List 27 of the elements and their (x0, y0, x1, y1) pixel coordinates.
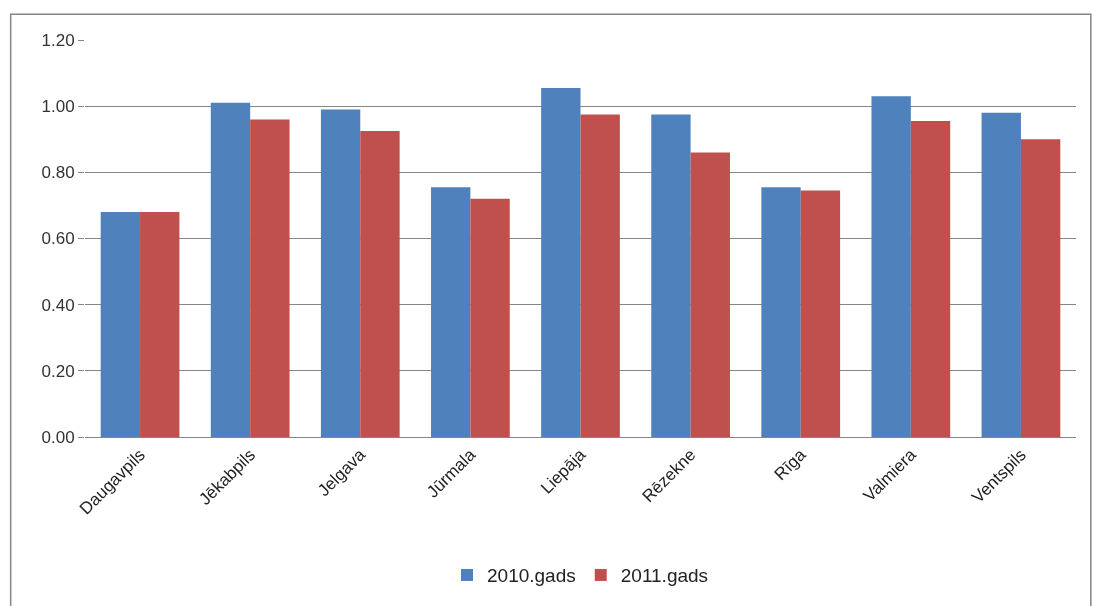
y-tick-label: 0.40 (41, 295, 75, 315)
bar (761, 187, 801, 437)
bar (431, 187, 471, 437)
legend-label: 2010.gads (487, 565, 576, 587)
bar (580, 114, 620, 437)
y-tick-label: 0.00 (41, 427, 75, 447)
legend-label: 2011.gads (620, 565, 709, 587)
bar (320, 109, 361, 437)
bar (800, 190, 841, 437)
bar (651, 114, 691, 437)
y-tick-label: 0.20 (41, 361, 75, 381)
y-tick-label: 1.20 (41, 30, 75, 50)
bar (541, 87, 581, 437)
bar (360, 130, 400, 437)
bar (100, 212, 141, 437)
bar (140, 212, 180, 437)
bar (690, 152, 730, 437)
bar (871, 96, 911, 437)
bar (1020, 139, 1061, 437)
bar (250, 119, 290, 437)
bar (210, 102, 251, 437)
bar (981, 112, 1021, 437)
bar (910, 121, 951, 437)
bar (470, 198, 510, 437)
y-tick-label: 0.80 (41, 163, 75, 183)
y-tick-label: 1.00 (41, 97, 75, 117)
y-tick-label: 0.60 (41, 229, 75, 249)
